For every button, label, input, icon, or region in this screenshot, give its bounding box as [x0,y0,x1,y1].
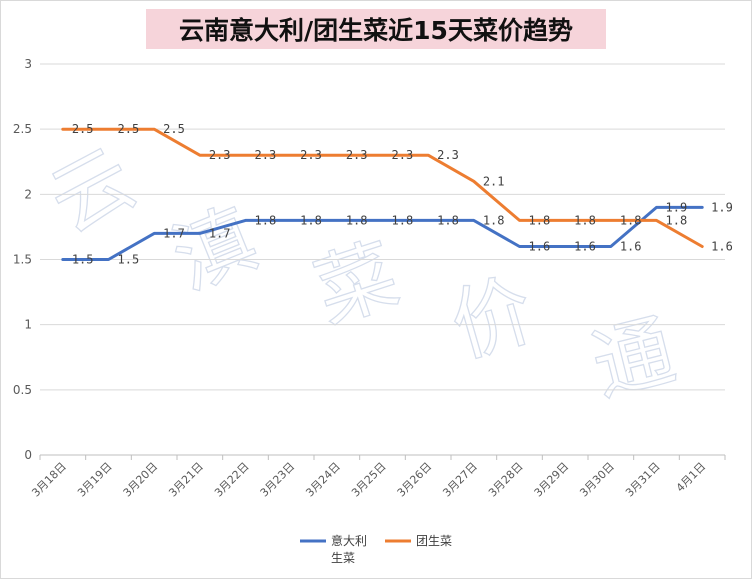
data-label: 1.8 [300,213,322,227]
watermark-glyph: 云 [35,131,149,251]
gridlines [40,63,725,456]
data-label: 1.8 [574,213,596,227]
legend-label: 意大利 [331,533,367,548]
data-label: 2.1 [483,174,505,188]
x-tick-label: 3月24日 [303,460,343,500]
watermark: 云滇菜价通 [34,130,684,414]
x-tick-label: 3月22日 [212,460,252,500]
chart-title: 云南意大利/团生菜近15天菜价趋势 [179,16,573,45]
watermark-glyph: 菜 [304,227,409,340]
watermark-glyph: 价 [441,263,544,374]
series-lines [61,127,704,261]
x-tick-label: 3月23日 [258,460,298,500]
data-label: 1.6 [620,239,642,253]
data-label: 1.9 [666,200,688,214]
data-label: 1.7 [163,226,185,240]
x-tick-label: 3月18日 [29,460,69,500]
data-label: 2.3 [437,148,459,162]
y-axis-ticks: 0 0.5 1 1.5 2 2.5 3 [13,57,32,462]
x-tick-label: 3月28日 [486,460,526,500]
y-tick-label: 1.5 [13,253,32,267]
data-label: 2.3 [255,148,277,162]
data-label: 1.9 [711,200,733,214]
data-label: 2.3 [346,148,368,162]
series-line [61,205,704,261]
x-axis-ticks: 3月18日 3月19日 3月20日 3月21日 3月22日 3月23日 3月24日 3月25日… [29,455,726,500]
data-label: 1.8 [346,213,368,227]
x-tick-label: 3月25日 [349,460,389,500]
data-label: 1.8 [529,213,551,227]
x-tick-label: 3月19日 [75,460,115,500]
data-labels: 1.5 1.5 1.7 1.7 1.8 1.8 1.8 1.8 1.8 1.8 1.6 1.6 1.6 1… [72,122,733,266]
data-label: 1.8 [666,213,688,227]
y-tick-label: 0.5 [13,383,32,397]
data-label: 1.8 [483,213,505,227]
series-line [61,127,704,248]
x-tick-label: 3月21日 [166,460,206,500]
y-tick-label: 0 [24,448,32,462]
x-tick-label: 3月26日 [395,460,435,500]
y-tick-label: 2.5 [13,122,32,136]
x-tick-label: 3月29日 [532,460,572,500]
data-label: 1.7 [209,226,231,240]
data-label: 2.3 [209,148,231,162]
x-tick-label: 3月20日 [121,460,161,500]
data-label: 1.8 [437,213,459,227]
chart-title-box: 云南意大利/团生菜近15天菜价趋势 [146,9,606,49]
watermark-glyph: 滇 [160,191,269,307]
data-label: 1.8 [255,213,277,227]
legend-label: 团生菜 [416,534,452,548]
data-label: 2.5 [72,122,94,136]
data-label: 1.8 [620,213,642,227]
data-label: 1.6 [529,239,551,253]
data-label: 2.3 [392,148,414,162]
legend-label: 生菜 [331,551,355,565]
data-label: 1.5 [72,253,94,267]
data-label: 2.5 [163,122,185,136]
data-label: 2.5 [118,122,140,136]
data-label: 2.3 [300,148,322,162]
x-tick-label: 3月27日 [440,460,480,500]
data-label: 1.6 [711,239,733,253]
data-label: 1.5 [118,253,140,267]
x-tick-label: 3月31日 [623,460,663,500]
x-tick-label: 4月1日 [674,460,709,495]
y-tick-label: 3 [24,57,32,71]
data-label: 1.8 [392,213,414,227]
watermark-glyph: 通 [583,304,683,414]
x-tick-label: 3月30日 [577,460,617,500]
data-label: 1.6 [574,239,596,253]
y-tick-label: 2 [24,187,32,201]
y-tick-label: 1 [24,318,32,332]
